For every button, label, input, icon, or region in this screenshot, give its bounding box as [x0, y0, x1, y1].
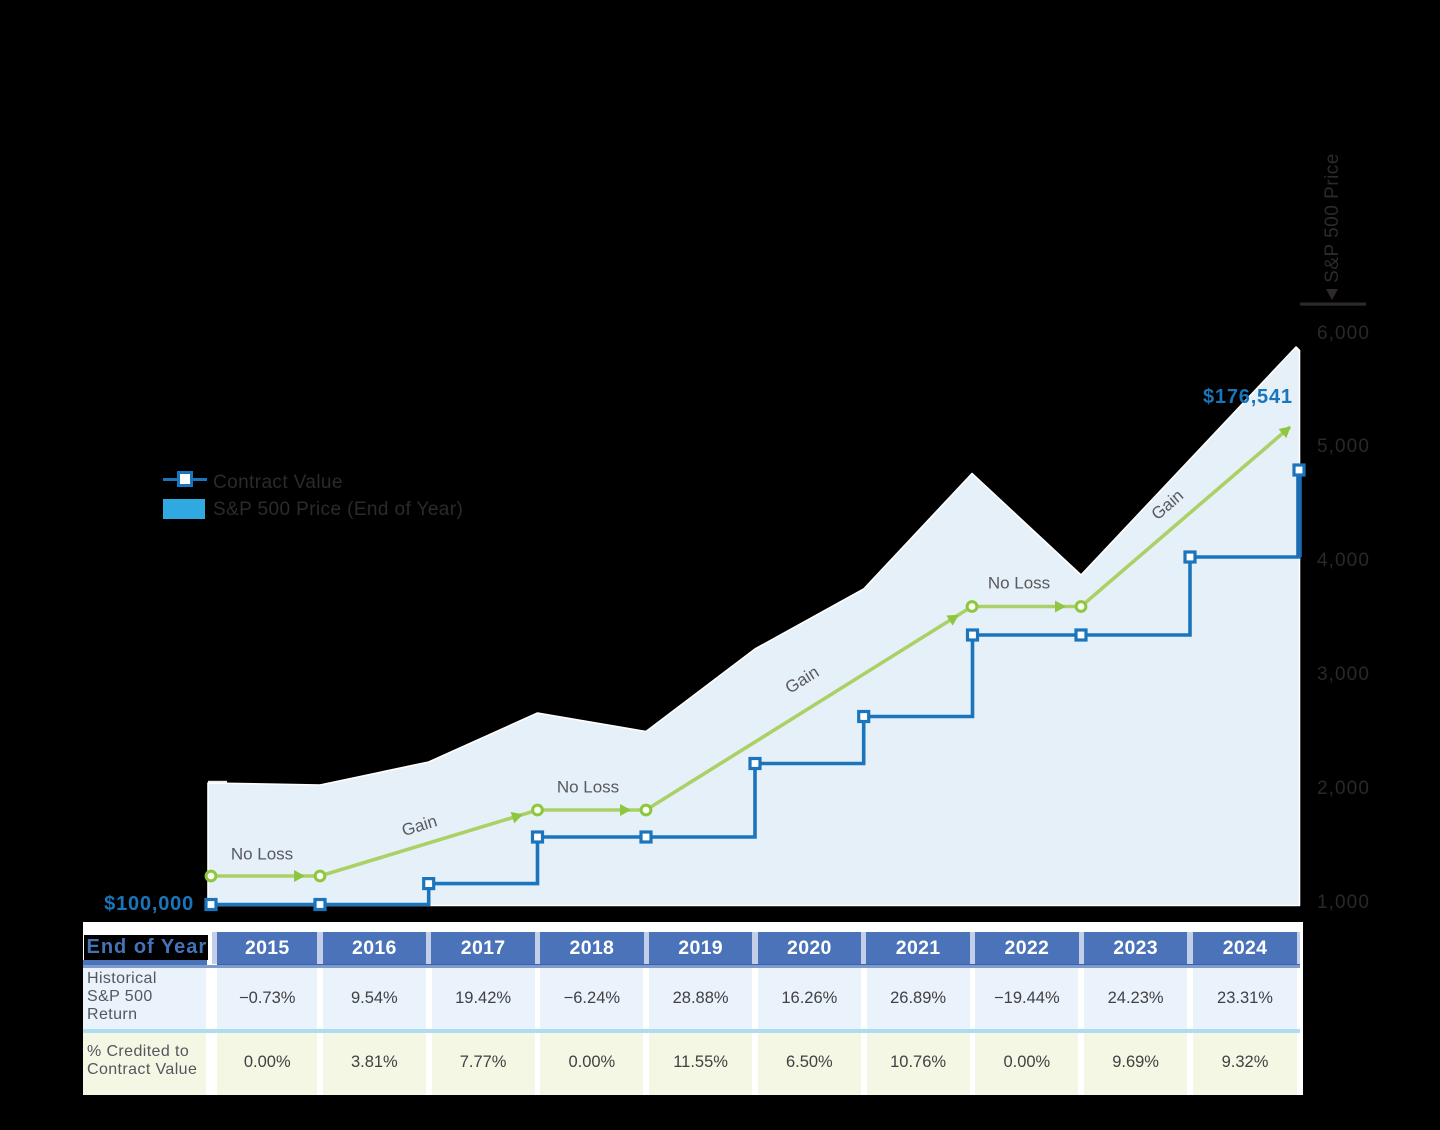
svg-text:No Loss: No Loss — [557, 778, 619, 797]
svg-text:No Loss: No Loss — [231, 845, 293, 864]
svg-text:$100,000: $100,000 — [104, 893, 194, 915]
svg-text:No Loss: No Loss — [988, 574, 1050, 593]
svg-text:$176,541: $176,541 — [1203, 386, 1293, 408]
svg-text:S&P 500 Price: S&P 500 Price — [1322, 153, 1343, 283]
